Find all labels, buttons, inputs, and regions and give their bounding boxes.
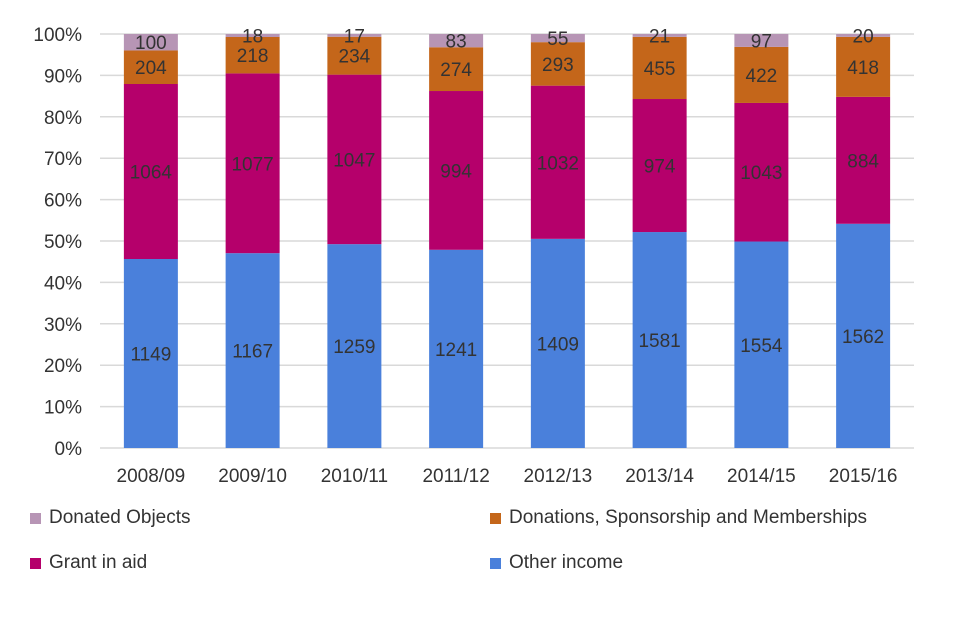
bar-segment bbox=[734, 46, 789, 103]
data-label: 1259 bbox=[333, 337, 375, 358]
legend-label: Grant in aid bbox=[49, 552, 148, 573]
y-tick-label: 10% bbox=[44, 398, 82, 419]
bar-segment bbox=[123, 259, 178, 448]
data-label: 418 bbox=[847, 58, 879, 79]
data-label: 1047 bbox=[333, 150, 375, 171]
bar-segment bbox=[225, 37, 280, 74]
bar-segment bbox=[429, 47, 484, 92]
x-tick-label: 2015/16 bbox=[829, 466, 898, 487]
data-label: 1167 bbox=[232, 342, 273, 363]
data-label: 455 bbox=[644, 59, 676, 80]
data-label: 1562 bbox=[842, 327, 884, 348]
bar-segment bbox=[836, 36, 891, 97]
bar-segment bbox=[429, 249, 484, 448]
bar-segment bbox=[327, 34, 382, 37]
bar-segment bbox=[734, 34, 789, 47]
x-tick-label: 2011/12 bbox=[422, 466, 489, 487]
y-tick-label: 70% bbox=[44, 149, 82, 170]
data-label: 21 bbox=[649, 26, 670, 47]
bar-segment bbox=[836, 34, 891, 37]
y-tick-label: 50% bbox=[44, 232, 82, 253]
bar-segment bbox=[836, 96, 891, 224]
data-label: 884 bbox=[847, 151, 879, 172]
bar-segment bbox=[429, 91, 484, 250]
data-label: 422 bbox=[746, 66, 778, 87]
data-label: 1077 bbox=[231, 154, 273, 175]
data-label: 274 bbox=[440, 60, 472, 81]
bar-segment bbox=[123, 34, 178, 51]
y-tick-label: 90% bbox=[44, 66, 82, 87]
data-label: 1409 bbox=[537, 334, 579, 355]
bar-segment bbox=[836, 223, 891, 448]
bar-segment bbox=[530, 34, 585, 43]
legend-swatch bbox=[30, 557, 41, 569]
x-tick-label: 2009/10 bbox=[218, 466, 287, 487]
data-label: 1554 bbox=[740, 336, 783, 357]
bar-segment bbox=[123, 50, 178, 85]
legend-swatch bbox=[490, 512, 501, 524]
bar-segment bbox=[530, 238, 585, 448]
bar-segment bbox=[429, 34, 484, 48]
x-tick-label: 2012/13 bbox=[524, 466, 593, 487]
legend-label: Other income bbox=[509, 552, 624, 573]
data-label: 97 bbox=[751, 31, 772, 52]
data-label: 83 bbox=[446, 32, 467, 53]
bar-segment bbox=[734, 102, 789, 242]
bar-segment bbox=[123, 84, 178, 260]
legend-swatch bbox=[490, 557, 501, 569]
data-label: 974 bbox=[644, 157, 676, 178]
legend-grant-in-aid: Grant in aid bbox=[30, 552, 147, 574]
bar-segment bbox=[530, 85, 585, 239]
data-label: 1032 bbox=[537, 153, 579, 174]
data-label: 218 bbox=[237, 46, 269, 67]
data-label: 994 bbox=[440, 161, 472, 182]
y-tick-label: 80% bbox=[44, 108, 82, 129]
data-label: 20 bbox=[853, 26, 874, 47]
data-label: 234 bbox=[339, 47, 371, 68]
y-tick-label: 40% bbox=[44, 273, 82, 294]
y-tick-label: 60% bbox=[44, 191, 82, 212]
bar-segment bbox=[734, 241, 789, 448]
bar-segment bbox=[225, 73, 280, 254]
bar-segment bbox=[225, 253, 280, 448]
bar-segment bbox=[530, 42, 585, 86]
data-label: 1149 bbox=[130, 345, 171, 366]
bar-segment bbox=[327, 244, 382, 448]
legend-donated-objects: Donated Objects bbox=[30, 507, 191, 529]
legend-donations: Donations, Sponsorship and Memberships bbox=[490, 507, 867, 529]
data-label: 55 bbox=[547, 29, 568, 50]
data-label: 293 bbox=[542, 55, 574, 76]
data-label: 17 bbox=[344, 26, 365, 47]
data-label: 1581 bbox=[638, 331, 680, 352]
y-tick-label: 100% bbox=[33, 25, 82, 46]
legend-swatch bbox=[30, 512, 41, 524]
x-tick-label: 2013/14 bbox=[625, 466, 694, 487]
y-tick-label: 30% bbox=[44, 315, 82, 336]
data-label: 1043 bbox=[740, 163, 782, 184]
legend-label: Donations, Sponsorship and Memberships bbox=[509, 507, 868, 528]
data-label: 204 bbox=[135, 58, 167, 79]
y-tick-label: 20% bbox=[44, 356, 82, 377]
y-tick-label: 0% bbox=[55, 439, 83, 460]
x-tick-label: 2008/09 bbox=[117, 466, 186, 487]
bar-segment bbox=[632, 232, 687, 448]
data-label: 100 bbox=[135, 33, 167, 54]
x-tick-label: 2014/15 bbox=[727, 466, 796, 487]
legend-label: Donated Objects bbox=[49, 507, 191, 528]
x-tick-label: 2010/11 bbox=[321, 466, 388, 487]
data-label: 1241 bbox=[435, 340, 477, 361]
bar-segment bbox=[632, 99, 687, 233]
bar-segment bbox=[327, 74, 382, 245]
legend-other-income: Other income bbox=[490, 552, 623, 574]
bar-segment bbox=[632, 36, 687, 100]
bar-segment bbox=[225, 34, 280, 38]
bar-segment bbox=[632, 34, 687, 37]
bar-segment bbox=[327, 36, 382, 75]
data-label: 1064 bbox=[130, 163, 173, 184]
data-label: 18 bbox=[242, 27, 263, 48]
